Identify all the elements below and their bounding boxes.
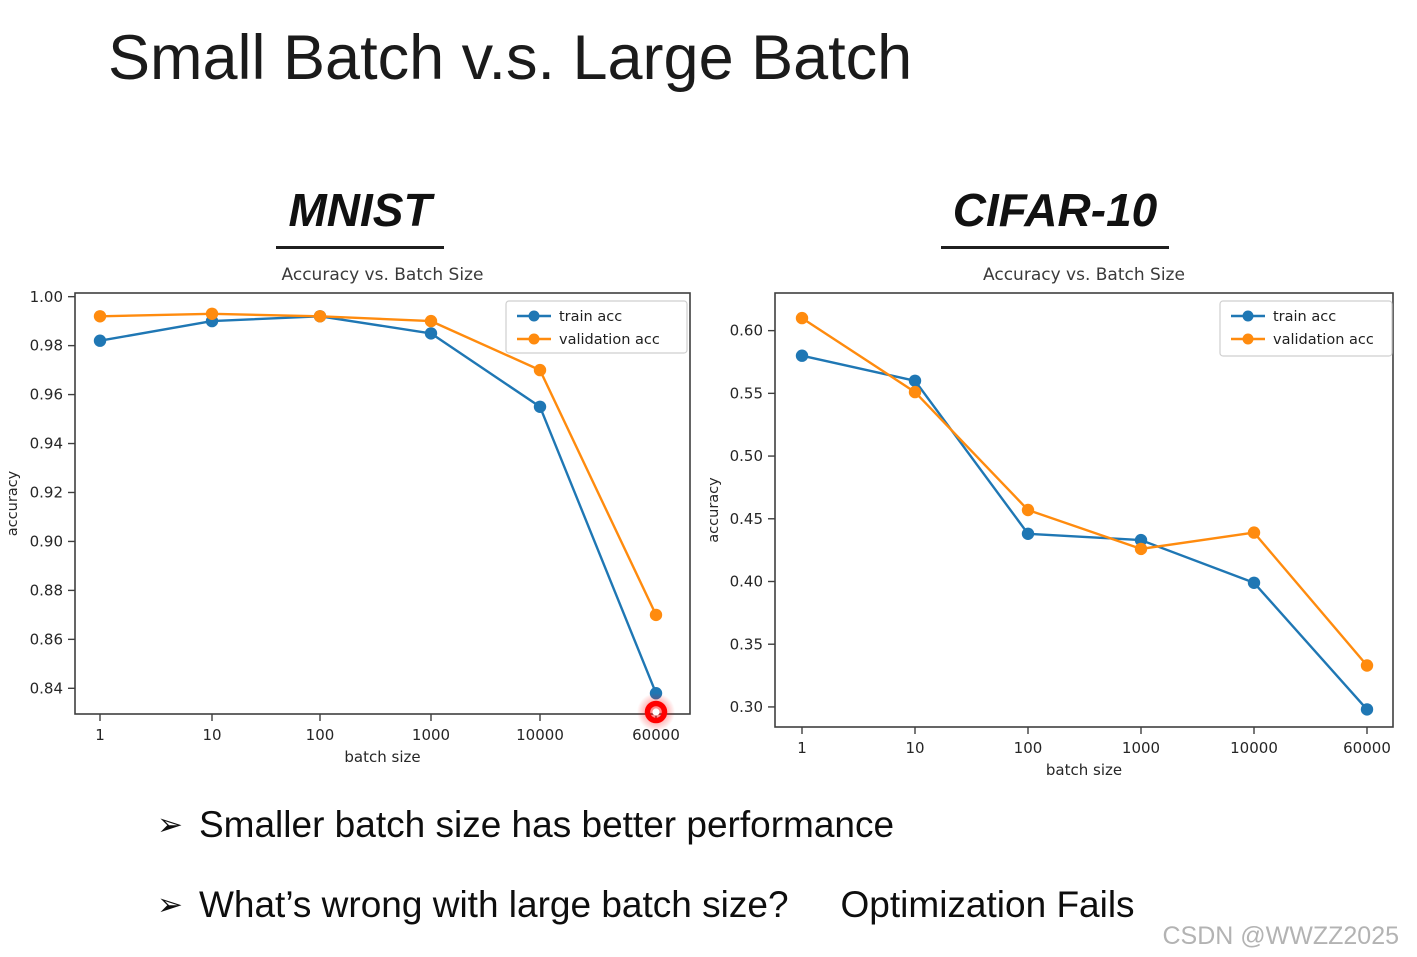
bullet-answer-text: Optimization Fails xyxy=(840,884,1135,925)
svg-text:0.98: 0.98 xyxy=(30,337,63,355)
bullet-list: ➢ Smaller batch size has better performa… xyxy=(157,800,1357,957)
watermark: CSDN @WWZZ2025 xyxy=(1162,922,1399,950)
svg-text:1: 1 xyxy=(797,739,807,757)
x-axis: 1 10 100 1000 10000 60000 xyxy=(797,727,1391,757)
series-train-acc xyxy=(93,310,663,700)
svg-text:0.35: 0.35 xyxy=(730,635,763,653)
legend: train acc validation acc xyxy=(1219,300,1393,357)
arrow-bullet-icon: ➢ xyxy=(157,887,183,923)
chart-title: Accuracy vs. Batch Size xyxy=(282,265,484,285)
svg-text:1000: 1000 xyxy=(412,726,450,744)
svg-text:0.60: 0.60 xyxy=(730,322,763,340)
svg-text:0.55: 0.55 xyxy=(730,384,763,402)
svg-text:10: 10 xyxy=(905,739,924,757)
svg-text:0.86: 0.86 xyxy=(30,630,63,648)
svg-text:60000: 60000 xyxy=(1343,739,1391,757)
svg-text:0.40: 0.40 xyxy=(730,573,763,591)
legend: train acc validation acc xyxy=(505,300,688,354)
svg-text:100: 100 xyxy=(1014,739,1043,757)
y-axis: 0.60 0.55 0.50 0.45 0.40 0.35 0.30 xyxy=(730,322,775,716)
svg-text:60000: 60000 xyxy=(632,726,680,744)
svg-text:10000: 10000 xyxy=(516,726,564,744)
heading-cifar10: CIFAR-10 xyxy=(940,183,1170,249)
svg-text:0.94: 0.94 xyxy=(30,435,63,453)
svg-text:0.92: 0.92 xyxy=(30,484,63,502)
cifar10-heading-wrap: CIFAR-10 xyxy=(700,183,1410,249)
page-title: Small Batch v.s. Large Batch xyxy=(108,23,913,93)
svg-text:train acc: train acc xyxy=(1273,309,1336,325)
svg-text:0.96: 0.96 xyxy=(30,386,63,404)
svg-text:0.90: 0.90 xyxy=(30,533,63,551)
series-validation-acc xyxy=(93,307,663,622)
mnist-heading-wrap: MNIST xyxy=(0,183,720,249)
bullet-item: ➢ Smaller batch size has better performa… xyxy=(157,800,1357,850)
plot-frame xyxy=(74,292,691,715)
svg-text:0.50: 0.50 xyxy=(730,447,763,465)
svg-text:train acc: train acc xyxy=(559,309,622,325)
bullet-text: What’s wrong with large batch size? xyxy=(198,884,789,925)
svg-text:1000: 1000 xyxy=(1122,739,1160,757)
bullet-text: Smaller batch size has better performanc… xyxy=(198,804,895,845)
y-axis-label: accuracy xyxy=(5,470,21,536)
y-axis-label: accuracy xyxy=(706,477,722,543)
mnist-accuracy-chart: Accuracy vs. Batch Size 1.00 0.98 0.96 0.94 0… xyxy=(5,265,691,766)
svg-text:1.00: 1.00 xyxy=(30,288,63,306)
cifar10-accuracy-chart: Accuracy vs. Batch Size0.600.550.500.450… xyxy=(706,265,1394,779)
svg-text:validation acc: validation acc xyxy=(1273,332,1374,348)
heading-mnist: MNIST xyxy=(276,183,444,249)
svg-text:10: 10 xyxy=(202,726,221,744)
chart-title: Accuracy vs. Batch Size xyxy=(983,265,1185,285)
svg-text:validation acc: validation acc xyxy=(559,332,660,348)
svg-text:100: 100 xyxy=(306,726,335,744)
svg-text:1: 1 xyxy=(95,726,105,744)
laser-pointer-dot xyxy=(637,693,675,731)
svg-text:0.88: 0.88 xyxy=(30,581,63,599)
bullet-item: ➢ What’s wrong with large batch size? Op… xyxy=(157,880,1357,930)
svg-text:0.30: 0.30 xyxy=(730,698,763,716)
x-axis: 1 10 100 1000 10000 60000 xyxy=(95,714,680,744)
series-train-acc xyxy=(795,349,1374,716)
svg-text:10000: 10000 xyxy=(1230,739,1278,757)
svg-text:0.84: 0.84 xyxy=(30,679,63,697)
x-axis-label: batch size xyxy=(344,748,420,766)
arrow-bullet-icon: ➢ xyxy=(157,807,183,843)
x-axis-label: batch size xyxy=(1046,761,1122,779)
plot-frame xyxy=(774,292,1394,728)
series-validation-acc xyxy=(795,311,1374,672)
y-axis: 1.00 0.98 0.96 0.94 0.92 0.90 0.88 0.86 0.84 xyxy=(30,288,75,697)
svg-text:0.45: 0.45 xyxy=(730,510,763,528)
